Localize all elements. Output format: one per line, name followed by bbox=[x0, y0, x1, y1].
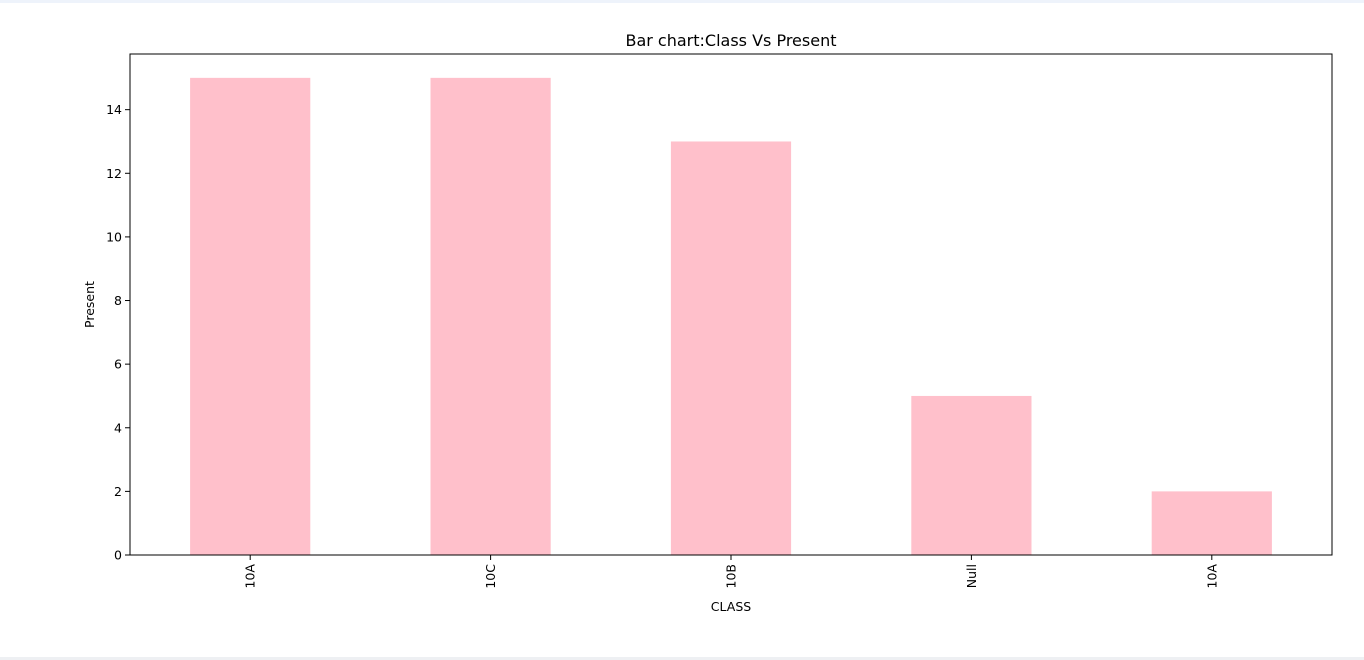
bottom-border-strip bbox=[0, 657, 1364, 660]
y-tick-label: 14 bbox=[106, 102, 122, 117]
y-tick-label: 2 bbox=[114, 484, 122, 499]
y-tick-label: 0 bbox=[114, 548, 122, 563]
top-border-strip bbox=[0, 0, 1364, 3]
y-tick-label: 4 bbox=[114, 420, 122, 435]
chart-title: Bar chart:Class Vs Present bbox=[625, 31, 836, 50]
y-tick-label: 8 bbox=[114, 293, 122, 308]
x-tick-label: 10B bbox=[724, 564, 739, 588]
bar-4 bbox=[1151, 491, 1272, 555]
bars-group bbox=[190, 77, 1272, 555]
x-axis-label: CLASS bbox=[711, 599, 751, 614]
y-axis-label: Present bbox=[82, 281, 97, 328]
x-tick-label: 10C bbox=[483, 564, 498, 589]
bar-2 bbox=[670, 141, 792, 555]
x-axis-ticks: 10A 10C 10B Null 10A bbox=[243, 555, 1219, 589]
x-tick-label: Null bbox=[964, 564, 979, 588]
y-tick-label: 10 bbox=[106, 229, 122, 244]
bar-3 bbox=[911, 395, 1032, 555]
y-tick-label: 6 bbox=[114, 357, 122, 372]
x-tick-label: 10A bbox=[243, 564, 258, 589]
bar-0 bbox=[190, 77, 311, 555]
x-tick-label: 10A bbox=[1204, 564, 1219, 589]
bar-1 bbox=[430, 77, 551, 555]
y-tick-label: 12 bbox=[106, 166, 122, 181]
y-axis-ticks: 0 2 4 6 8 10 12 14 bbox=[106, 102, 130, 563]
